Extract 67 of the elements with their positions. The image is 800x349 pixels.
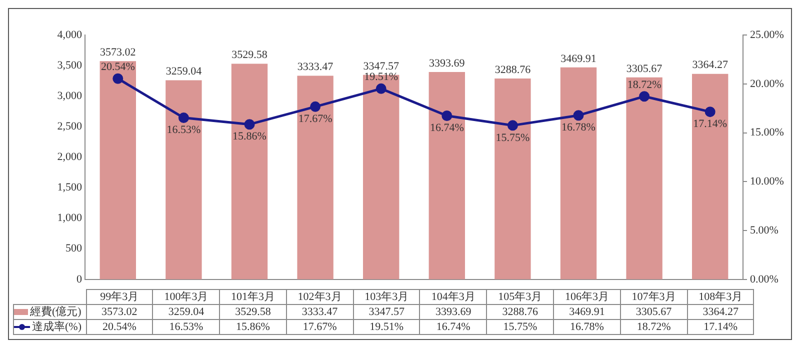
x-tick-label: 100年3月 — [152, 290, 220, 304]
text: 3347.57 — [363, 60, 399, 72]
data-label: 17.14% — [687, 320, 754, 334]
data-label: 16.78% — [554, 320, 620, 334]
y-tick-label: 2,000 — [57, 151, 82, 164]
x-tick-label: 99年3月 — [86, 290, 153, 304]
y-tick-label: 3,500 — [57, 59, 82, 72]
x-tick-label: 101年3月 — [220, 290, 286, 304]
text: 16.53% — [166, 124, 201, 136]
data-label: 3364.27 — [687, 304, 754, 320]
data-label: 3529.58 — [220, 304, 286, 320]
y2-tick-label: 5.00% — [750, 224, 778, 236]
data-label: 3347.57 — [353, 304, 420, 320]
x-tick-label: 108年3月 — [687, 290, 754, 304]
y-tick-label: 4,000 — [57, 28, 82, 41]
x-tick-label: 103年3月 — [353, 290, 420, 304]
text: 3259.04 — [166, 66, 202, 78]
y-tick-label: 500 — [66, 242, 82, 255]
text: 20.54% — [100, 60, 135, 73]
text: 3573.02 — [100, 46, 136, 58]
data-label: 16.74% — [420, 320, 487, 334]
x-tick-label: 104年3月 — [420, 290, 487, 304]
data-label: 17.67% — [286, 320, 354, 334]
data-label: 15.75% — [486, 320, 554, 334]
y2-tick-label: 25.00% — [750, 28, 784, 41]
text: 17.14% — [693, 118, 728, 130]
text: 19.51% — [364, 71, 398, 84]
text: 16.74% — [430, 122, 464, 134]
text: 3288.76 — [494, 64, 531, 76]
x-tick-label: 105年3月 — [486, 290, 554, 304]
data-label: 18.72% — [620, 320, 688, 334]
text: 3529.58 — [232, 49, 268, 62]
x-tick-label: 107年3月 — [620, 290, 688, 304]
data-label: 20.54% — [86, 320, 153, 334]
text: 3333.47 — [297, 61, 334, 74]
text: 16.78% — [562, 122, 596, 134]
text: 3305.67 — [626, 62, 662, 75]
x-tick-label: 106年3月 — [554, 290, 620, 304]
y-tick-label: 3,000 — [57, 90, 82, 102]
data-label: 3393.69 — [420, 304, 487, 320]
y-tick-label: 2,500 — [57, 120, 82, 133]
text: 18.72% — [627, 78, 662, 91]
y2-tick-label: 0.00% — [750, 273, 778, 286]
text: 3364.27 — [692, 59, 728, 72]
data-label: 3288.76 — [486, 304, 554, 320]
text: 17.67% — [298, 113, 332, 126]
text: 3393.69 — [429, 57, 465, 70]
text: 15.75% — [496, 132, 530, 144]
data-label: 3573.02 — [86, 304, 153, 320]
text: 3469.91 — [560, 52, 596, 65]
text: 15.86% — [232, 130, 266, 143]
y2-tick-label: 15.00% — [750, 126, 784, 139]
data-label: 15.86% — [220, 320, 286, 334]
y-tick-label: 1,500 — [57, 182, 82, 194]
y2-tick-label: 20.00% — [750, 78, 784, 90]
data-label: 3469.91 — [554, 304, 620, 320]
data-label: 19.51% — [353, 320, 420, 334]
y-tick-label: 0 — [76, 273, 82, 286]
data-label: 3305.67 — [620, 304, 688, 320]
data-label: 3259.04 — [152, 304, 220, 320]
legend-label: 經費(億元) — [30, 306, 82, 318]
legend-label: 達成率(%) — [32, 320, 82, 332]
data-label: 3333.47 — [286, 304, 354, 320]
x-tick-label: 102年3月 — [286, 290, 354, 304]
y2-tick-label: 10.00% — [750, 176, 784, 188]
data-label: 16.53% — [152, 320, 220, 334]
y-tick-label: 1,000 — [57, 212, 82, 224]
